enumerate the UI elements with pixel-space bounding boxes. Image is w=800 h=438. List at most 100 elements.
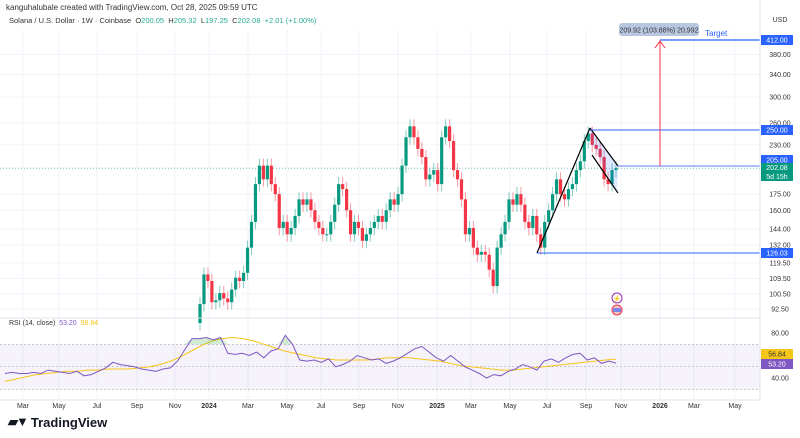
- candle[interactable]: [285, 214, 289, 242]
- candle[interactable]: [289, 220, 293, 242]
- candle[interactable]: [412, 119, 416, 145]
- candle[interactable]: [487, 247, 491, 278]
- candle[interactable]: [305, 192, 309, 213]
- tradingview-logo[interactable]: ▰▼ TradingView: [8, 414, 108, 430]
- candle[interactable]: [380, 208, 384, 230]
- candle[interactable]: [388, 192, 392, 218]
- candle[interactable]: [574, 163, 578, 192]
- candle[interactable]: [344, 181, 349, 218]
- candle[interactable]: [519, 187, 523, 213]
- candle[interactable]: [451, 133, 456, 178]
- flag-lower-line[interactable]: [591, 154, 619, 194]
- candle[interactable]: [610, 163, 614, 192]
- candle[interactable]: [531, 208, 535, 236]
- candle[interactable]: [503, 214, 507, 242]
- candle[interactable]: [329, 214, 333, 242]
- candle[interactable]: [392, 192, 396, 213]
- candle[interactable]: [281, 214, 285, 236]
- candle[interactable]: [313, 203, 317, 230]
- candle[interactable]: [598, 141, 602, 165]
- candle[interactable]: [333, 197, 337, 230]
- candle[interactable]: [479, 244, 483, 263]
- candle[interactable]: [206, 267, 210, 289]
- candle[interactable]: [594, 137, 598, 157]
- candle[interactable]: [230, 282, 234, 310]
- candle[interactable]: [404, 130, 408, 173]
- candle[interactable]: [352, 214, 357, 242]
- candle[interactable]: [459, 172, 464, 207]
- flag-upper-line[interactable]: [589, 127, 619, 167]
- candle[interactable]: [309, 192, 313, 218]
- candle[interactable]: [301, 192, 305, 213]
- candle[interactable]: [396, 187, 400, 213]
- candle[interactable]: [368, 220, 372, 242]
- event-icon[interactable]: ⚡: [611, 292, 623, 304]
- candle[interactable]: [202, 267, 206, 312]
- candle[interactable]: [325, 227, 329, 242]
- candle[interactable]: [483, 244, 487, 263]
- candle[interactable]: [241, 265, 246, 289]
- candle[interactable]: [507, 192, 511, 230]
- candle[interactable]: [539, 227, 543, 255]
- candle[interactable]: [424, 150, 428, 187]
- candle[interactable]: [499, 227, 503, 255]
- candle[interactable]: [515, 187, 519, 213]
- candle[interactable]: [428, 167, 432, 187]
- candle[interactable]: [360, 220, 365, 249]
- candle[interactable]: [440, 130, 444, 192]
- candle[interactable]: [455, 163, 460, 187]
- candle[interactable]: [245, 240, 250, 281]
- candle[interactable]: [210, 273, 214, 310]
- candle[interactable]: [535, 208, 539, 242]
- candle[interactable]: [578, 154, 582, 178]
- candle[interactable]: [432, 163, 436, 182]
- candle[interactable]: [551, 187, 555, 218]
- candle[interactable]: [214, 293, 218, 310]
- candle[interactable]: [261, 158, 265, 187]
- candle[interactable]: [416, 130, 420, 157]
- flag-channel[interactable]: [590, 128, 618, 193]
- flagpole-line[interactable]: [536, 127, 591, 254]
- candle[interactable]: [321, 220, 325, 242]
- candle[interactable]: [467, 220, 472, 242]
- candle[interactable]: [238, 270, 242, 289]
- candle[interactable]: [277, 187, 281, 236]
- us-flag-icon[interactable]: [611, 304, 623, 316]
- candle[interactable]: [384, 203, 388, 230]
- candle[interactable]: [562, 187, 567, 207]
- candle[interactable]: [364, 227, 368, 249]
- rsi-line[interactable]: [4, 334, 617, 379]
- candle[interactable]: [317, 214, 321, 236]
- candle[interactable]: [408, 119, 412, 145]
- candle[interactable]: [523, 197, 527, 230]
- candle[interactable]: [511, 192, 515, 213]
- candle[interactable]: [586, 126, 590, 149]
- candle[interactable]: [348, 203, 353, 242]
- candle[interactable]: [222, 286, 226, 306]
- candle[interactable]: [554, 172, 559, 202]
- candle[interactable]: [463, 192, 468, 242]
- candle[interactable]: [420, 141, 424, 165]
- candle[interactable]: [376, 208, 380, 230]
- candle[interactable]: [269, 158, 273, 192]
- candle[interactable]: [471, 220, 475, 255]
- candle[interactable]: [337, 177, 341, 213]
- candle[interactable]: [566, 181, 571, 207]
- candle[interactable]: [400, 158, 404, 202]
- candle[interactable]: [273, 177, 277, 202]
- candle[interactable]: [527, 214, 531, 236]
- candle[interactable]: [234, 270, 238, 297]
- candle[interactable]: [448, 119, 452, 149]
- candle[interactable]: [475, 240, 479, 263]
- candle[interactable]: [257, 158, 262, 192]
- candle[interactable]: [436, 163, 440, 192]
- candle[interactable]: [356, 214, 361, 236]
- candle[interactable]: [249, 214, 254, 255]
- candle[interactable]: [606, 172, 610, 192]
- candle[interactable]: [570, 177, 575, 197]
- candle[interactable]: [444, 119, 448, 145]
- candle[interactable]: [226, 291, 230, 310]
- candle[interactable]: [265, 158, 269, 187]
- candle[interactable]: [253, 177, 258, 230]
